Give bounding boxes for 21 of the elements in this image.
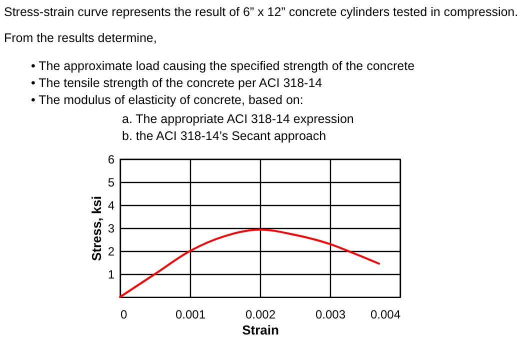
x-tick-label: 0.003 <box>315 308 346 322</box>
y-tick-label: 2 <box>108 244 115 258</box>
y-tick-label: 3 <box>108 222 115 236</box>
text: • The tensile strength of the concrete per ACI 318-14 <box>31 76 322 90</box>
x-tick-label: 0.001 <box>175 308 206 322</box>
x-axis-title: Strain <box>242 322 279 338</box>
text: Stress-strain curve represents the result of 6” x 12” concrete cylinders tested in compression. <box>4 5 518 19</box>
x-tick-label: 0.002 <box>245 308 276 322</box>
y-tick-label: 1 <box>108 268 115 282</box>
text: b. the ACI 318-14’s Secant approach <box>122 129 326 143</box>
y-tick-label: 5 <box>108 176 115 190</box>
text: From the results determine, <box>4 31 157 45</box>
x-tick-label: 0 <box>120 308 128 322</box>
text: a. The appropriate ACI 318-14 expression <box>122 112 354 126</box>
y-tick-label: 4 <box>108 198 115 212</box>
text: • The approximate load causing the specified strength of the concrete <box>31 59 415 73</box>
line-series <box>119 228 380 298</box>
y-axis-title: Stress, ksi <box>88 196 104 262</box>
y-tick-label: 6 <box>108 152 115 166</box>
x-tick-label: 0.004 <box>370 308 401 322</box>
text: • The modulus of elasticity of concrete, based on: <box>31 93 304 107</box>
